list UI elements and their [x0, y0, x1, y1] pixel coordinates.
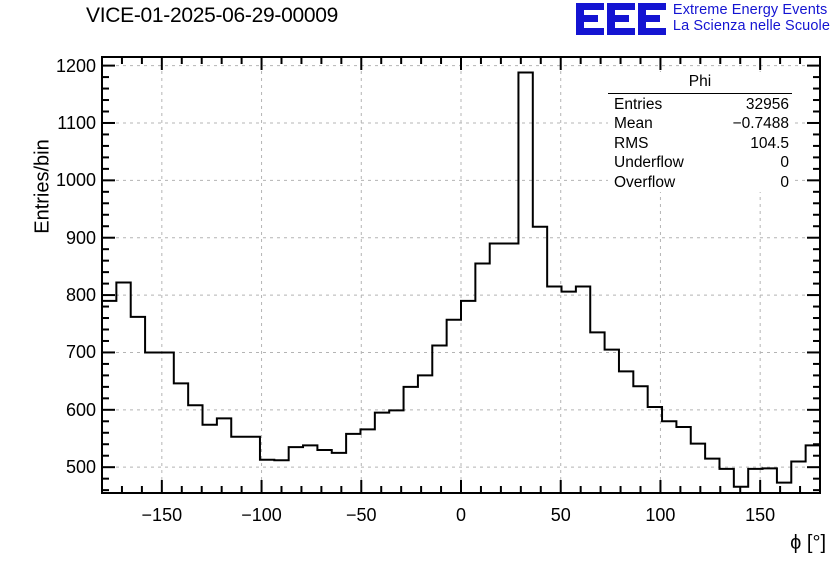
- x-tick-label: −150: [141, 505, 183, 525]
- x-tick-label: −50: [345, 505, 377, 525]
- y-tick-label: 1100: [57, 112, 96, 133]
- stats-value: 104.5: [750, 134, 789, 152]
- y-tick-label: 800: [65, 285, 96, 306]
- axis-frame: [101, 56, 821, 494]
- y-tick-label: 1200: [55, 55, 96, 76]
- y-tick-label: 1000: [55, 170, 96, 191]
- x-tick-label: 50: [550, 505, 571, 525]
- stats-title: Phi: [608, 72, 792, 94]
- y-tick-label: 500: [65, 457, 96, 478]
- eee-logo-text: Extreme Energy Events La Scienza nelle S…: [673, 2, 830, 34]
- stats-key: Entries: [614, 95, 663, 113]
- stats-row: Overflow 0: [608, 173, 792, 193]
- x-tick-label: 100: [645, 505, 676, 525]
- stats-row: RMS 104.5: [608, 134, 792, 154]
- stats-value: −0.7488: [732, 115, 789, 132]
- stats-key: Underflow: [614, 154, 684, 171]
- y-tick-label: 900: [65, 227, 96, 248]
- x-axis-title: ϕ [°]: [790, 532, 826, 554]
- stats-row: Entries 32956: [608, 95, 792, 115]
- stats-value: 0: [780, 154, 789, 171]
- x-tick-label: −100: [241, 505, 282, 525]
- eee-logo-line2: La Scienza nelle Scuole: [672, 18, 830, 34]
- stats-value: 0: [780, 173, 789, 191]
- eee-logo: Extreme Energy Events La Scienza nelle S…: [575, 2, 830, 35]
- stats-key: Mean: [614, 115, 653, 132]
- eee-logo-line1: Extreme Energy Events: [672, 2, 828, 18]
- x-tick-label: 150: [745, 505, 776, 525]
- statistics-box: Phi Entries 32956 Mean −0.7488 RMS 104.5 Under…: [608, 72, 792, 192]
- y-tick-label: 600: [65, 399, 96, 420]
- stats-row: Mean −0.7488: [608, 114, 792, 134]
- eee-mark-icon: [575, 2, 666, 35]
- y-tick-label: 700: [65, 342, 96, 363]
- stats-value: 32956: [745, 95, 789, 113]
- page-title: VICE-01-2025-06-29-00009: [86, 4, 338, 27]
- histogram-outline: [102, 71, 820, 488]
- stats-key: RMS: [614, 134, 649, 152]
- stats-rows: Entries 32956 Mean −0.7488 RMS 104.5 Underflow…: [608, 95, 792, 193]
- stats-key: Overflow: [614, 173, 676, 191]
- x-tick-label: 0: [455, 505, 466, 525]
- stats-row: Underflow 0: [608, 153, 792, 173]
